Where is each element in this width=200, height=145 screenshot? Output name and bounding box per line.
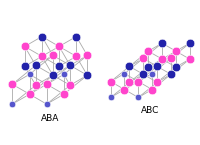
Point — [11, 83, 14, 85]
Point — [137, 80, 140, 83]
Point — [128, 81, 131, 84]
Point — [51, 54, 55, 57]
Point — [109, 80, 112, 83]
Point — [75, 55, 78, 58]
Point — [23, 45, 26, 48]
Point — [156, 65, 159, 68]
Point — [23, 65, 26, 67]
Point — [62, 73, 66, 76]
Point — [40, 35, 43, 38]
Point — [86, 74, 89, 76]
Point — [86, 54, 89, 57]
Point — [174, 66, 177, 68]
Point — [128, 65, 131, 68]
Point — [156, 81, 159, 84]
Point — [151, 88, 154, 91]
Point — [147, 50, 150, 52]
Point — [11, 103, 14, 105]
Point — [160, 58, 164, 60]
Point — [34, 84, 37, 86]
Point — [160, 42, 164, 44]
Point — [147, 66, 150, 68]
Point — [188, 58, 191, 60]
Text: ABA: ABA — [41, 114, 59, 123]
Point — [142, 57, 145, 59]
Point — [51, 74, 55, 76]
Point — [123, 88, 126, 91]
Point — [57, 65, 61, 67]
Point — [142, 73, 145, 75]
Point — [34, 64, 37, 67]
Point — [62, 93, 66, 95]
Point — [188, 42, 191, 44]
Point — [137, 96, 140, 99]
Point — [28, 93, 31, 95]
Point — [75, 35, 78, 38]
Point — [169, 57, 173, 59]
Point — [68, 84, 72, 86]
Point — [28, 73, 31, 76]
Point — [40, 55, 43, 58]
Point — [45, 103, 48, 105]
Point — [57, 45, 61, 48]
Point — [151, 72, 154, 75]
Point — [45, 83, 48, 85]
Point — [174, 50, 177, 52]
Point — [68, 64, 72, 67]
Point — [109, 96, 112, 99]
Text: ABC: ABC — [141, 106, 159, 115]
Point — [169, 73, 173, 75]
Point — [123, 72, 126, 75]
